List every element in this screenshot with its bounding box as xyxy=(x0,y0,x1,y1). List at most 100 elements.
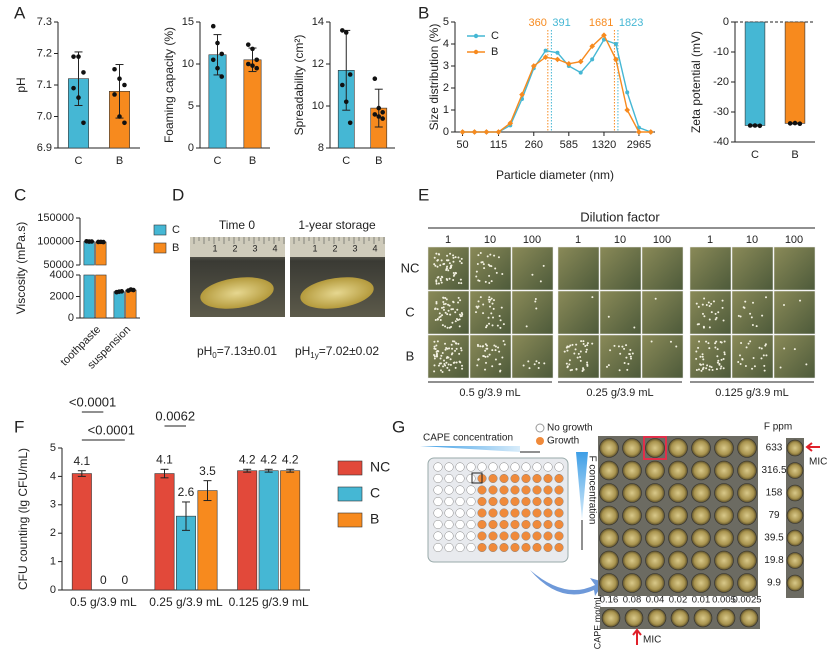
agar-cell xyxy=(599,334,642,379)
row-label: B xyxy=(406,348,415,363)
photo-well xyxy=(668,460,688,481)
data-point xyxy=(119,289,125,294)
photo-well xyxy=(691,438,711,458)
photo-well xyxy=(691,483,711,503)
plate-well xyxy=(488,531,498,541)
colony xyxy=(444,296,447,299)
dilution-label: 10 xyxy=(484,234,496,246)
significance-label: <0.0001 xyxy=(88,422,135,437)
f-value: 79 xyxy=(768,510,780,521)
plate-well xyxy=(499,519,509,530)
colony xyxy=(605,365,608,368)
bar xyxy=(784,21,806,124)
colony xyxy=(705,367,708,370)
colony xyxy=(452,260,455,263)
colony xyxy=(435,344,438,347)
colony xyxy=(740,341,743,344)
plate-well xyxy=(488,473,498,484)
x-tick-label: 0.25 g/3.9 mL xyxy=(149,595,223,609)
gel xyxy=(300,277,374,309)
colony xyxy=(444,311,447,314)
agar-cell xyxy=(427,246,470,291)
colony xyxy=(650,340,653,343)
photo-well xyxy=(737,550,757,571)
panel-label: G xyxy=(392,417,405,436)
colony xyxy=(439,264,442,267)
photo-well xyxy=(714,505,734,526)
y-tick-label: 5 xyxy=(50,442,56,454)
error-bar xyxy=(77,470,86,477)
group-label: 0.25 g/3.9 mL xyxy=(586,387,653,399)
gel xyxy=(200,277,274,309)
colony xyxy=(484,343,487,346)
agar-cell xyxy=(773,334,816,379)
plate-well xyxy=(488,508,498,518)
plate-well xyxy=(543,473,553,484)
plate-well xyxy=(477,508,487,518)
plate-well xyxy=(433,508,443,518)
plate-well xyxy=(477,531,487,541)
colony xyxy=(631,352,634,355)
colony xyxy=(496,324,499,327)
photo-well xyxy=(601,608,621,628)
data-point xyxy=(81,120,86,126)
colony xyxy=(442,300,445,303)
colony xyxy=(442,308,445,311)
colony xyxy=(543,362,546,365)
colony xyxy=(490,265,493,268)
colony xyxy=(491,365,494,368)
data-point xyxy=(613,56,619,63)
colony xyxy=(477,300,480,303)
colony xyxy=(450,266,453,269)
colony xyxy=(453,273,456,276)
bar xyxy=(125,289,137,319)
colony xyxy=(454,311,457,314)
bar xyxy=(95,274,107,319)
plate-well xyxy=(510,496,520,507)
data-point xyxy=(250,46,255,52)
dilution-label: 100 xyxy=(523,234,541,246)
plate-well xyxy=(433,519,443,530)
data-point xyxy=(245,61,251,67)
colony xyxy=(744,300,747,303)
y-axis-label: Size distribution (%) xyxy=(427,24,441,131)
bar xyxy=(258,470,279,591)
colony xyxy=(453,340,456,343)
photo-well xyxy=(668,505,688,526)
colony xyxy=(567,345,570,348)
plate-well xyxy=(488,519,498,530)
agar-cell xyxy=(689,246,732,291)
data-point xyxy=(250,63,255,68)
colony xyxy=(445,267,448,270)
data-point xyxy=(757,123,763,129)
colony xyxy=(577,352,580,355)
plate-well xyxy=(532,496,542,507)
colony xyxy=(749,340,752,343)
plate-well xyxy=(532,531,542,541)
colony xyxy=(501,356,504,359)
colony xyxy=(586,342,589,345)
colony xyxy=(441,306,444,309)
peak-label: 1823 xyxy=(619,17,643,29)
colony xyxy=(442,306,445,309)
plate-well xyxy=(532,473,542,484)
value-label: 2.6 xyxy=(178,485,195,499)
cape-value: 0.04 xyxy=(646,595,665,606)
colony xyxy=(439,369,442,372)
y-tick-label: 1 xyxy=(50,556,56,568)
plate-well xyxy=(543,508,553,518)
legend-swatch xyxy=(153,224,167,236)
photo-well xyxy=(691,550,711,571)
colony xyxy=(568,359,571,362)
colony xyxy=(445,269,448,272)
data-point xyxy=(76,54,81,59)
f-value: 9.9 xyxy=(767,578,781,589)
colony xyxy=(433,364,436,367)
group-label: 0.5 g/3.9 mL xyxy=(459,387,520,399)
photo-well xyxy=(645,573,665,593)
data-point xyxy=(542,54,549,61)
data-point xyxy=(471,129,478,135)
f-value: 633 xyxy=(766,443,783,454)
y-tick-label: 7.0 xyxy=(37,110,52,122)
colony xyxy=(440,259,443,262)
